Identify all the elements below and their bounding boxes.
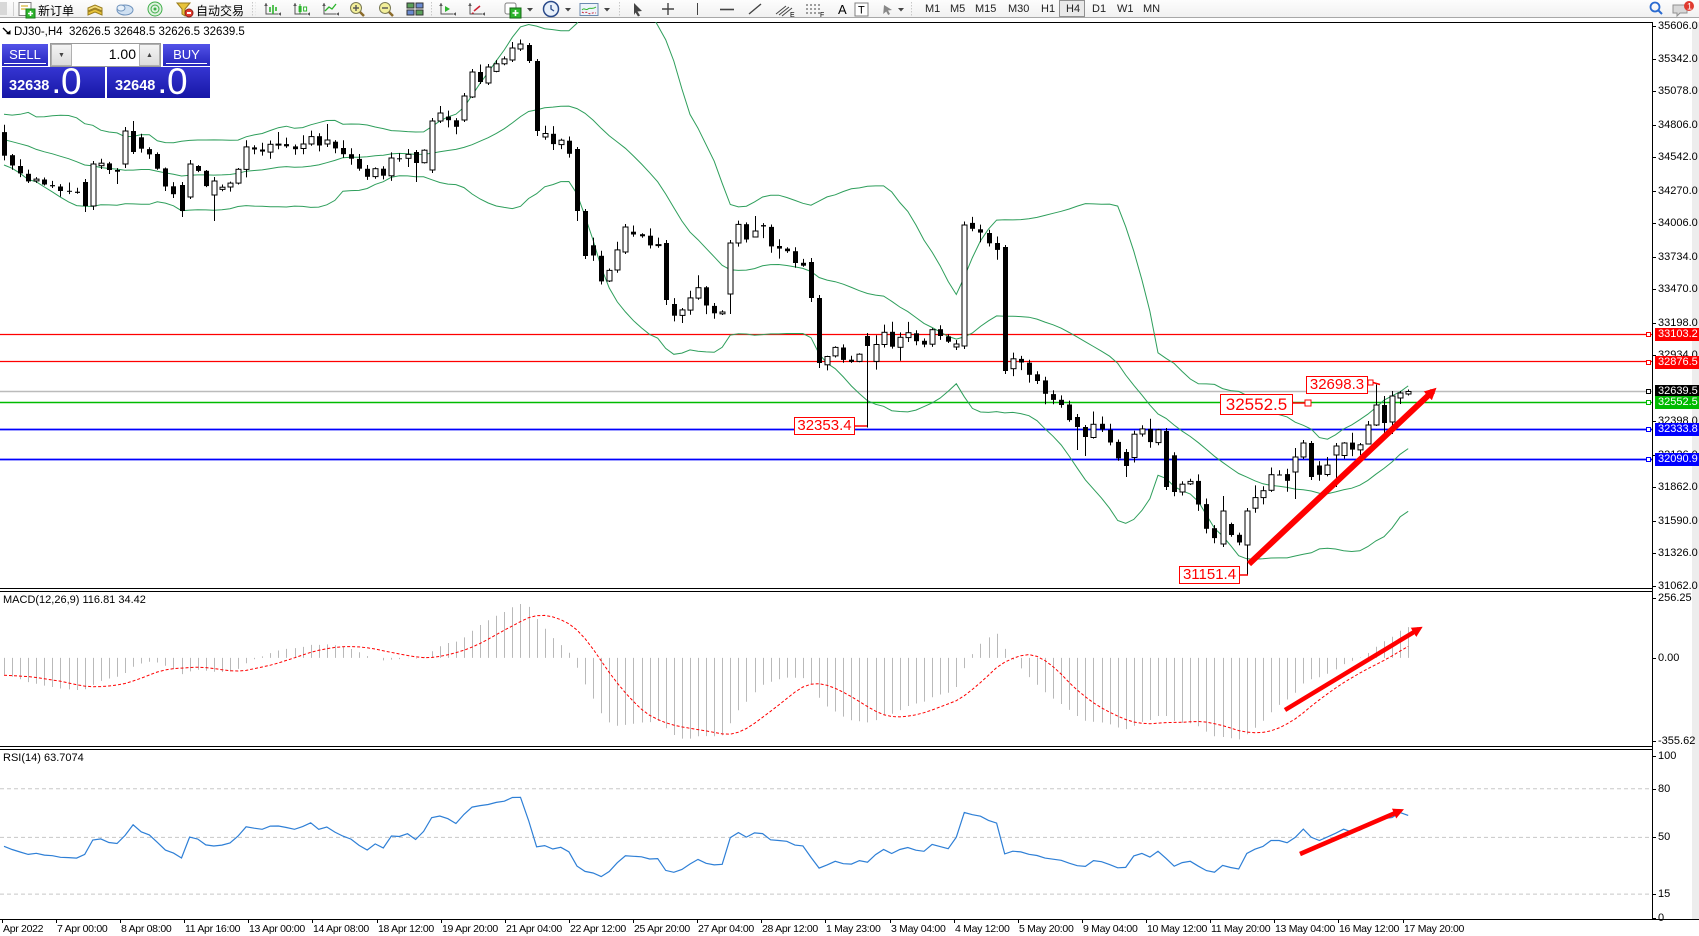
svg-text:A: A — [838, 2, 847, 17]
svg-text:T: T — [858, 5, 865, 17]
svg-text:F: F — [820, 12, 824, 19]
svg-text:1: 1 — [1687, 2, 1692, 12]
svg-text:E: E — [790, 12, 795, 19]
